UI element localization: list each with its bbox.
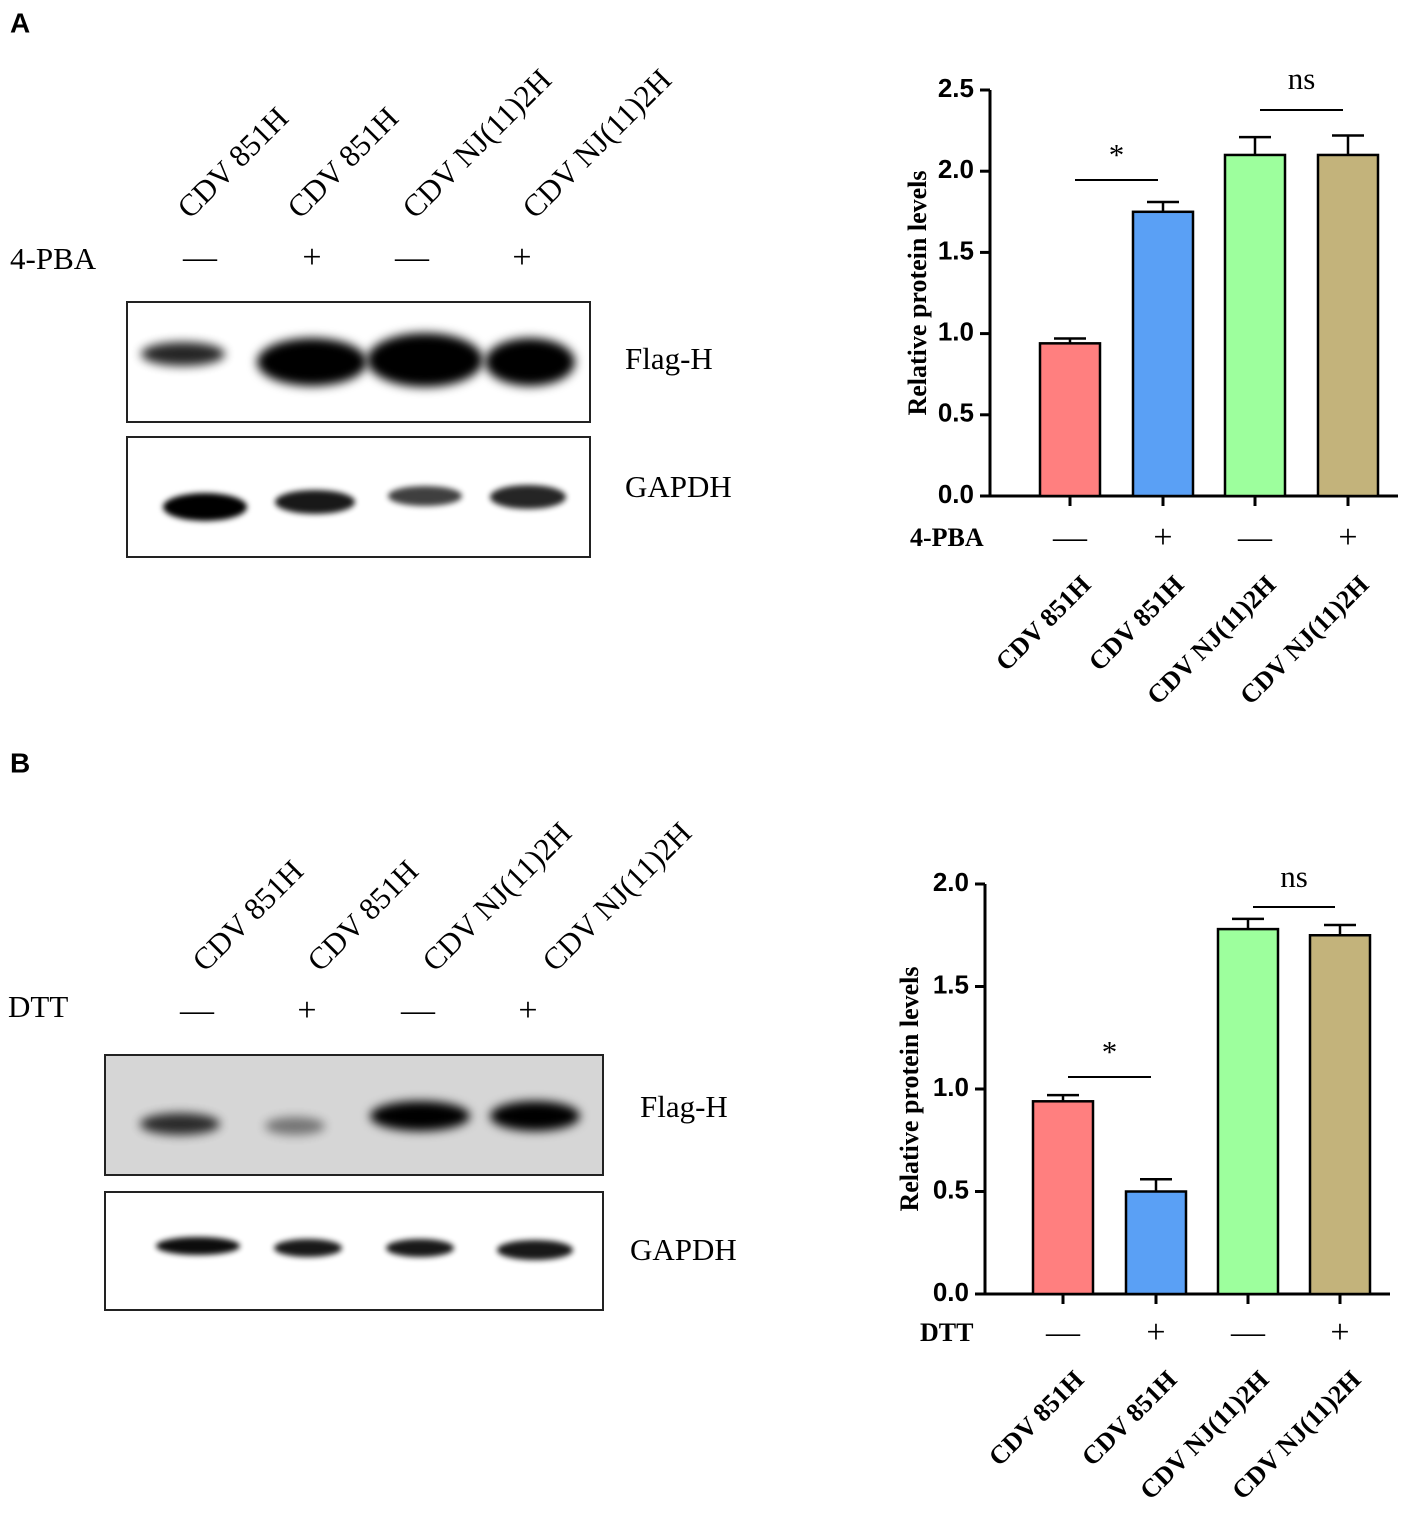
blot-layer [104, 301, 604, 1311]
blot-band [257, 338, 367, 386]
treatment-sign: + [1330, 1314, 1349, 1351]
bar [1131, 210, 1195, 498]
bar [1038, 342, 1102, 498]
treatment-label: 4-PBA [910, 523, 984, 552]
blot-band [367, 333, 483, 387]
bar [1316, 153, 1380, 498]
y-tick-label: 0.0 [938, 479, 974, 509]
treatment-sign: — [1237, 519, 1273, 556]
lane-label: CDV 851H [300, 853, 425, 978]
blot-band [490, 485, 566, 509]
blot-band [265, 1117, 325, 1135]
blot-band [490, 1101, 580, 1131]
blot-band [140, 1113, 220, 1135]
y-axis-label: Relative protein levels [895, 966, 924, 1211]
treatment-sign: — [1045, 1314, 1081, 1351]
treatment-sign: + [518, 992, 537, 1029]
blot-band [386, 1239, 454, 1257]
treatment-sign: + [1338, 519, 1357, 556]
treatment-label: DTT [8, 989, 68, 1024]
treatment-sign: — [400, 992, 436, 1029]
lane-label: CDV 851H [170, 100, 295, 225]
blot-band [156, 1237, 240, 1255]
y-tick-label: 0.5 [933, 1174, 969, 1204]
treatment-sign: + [1153, 519, 1172, 556]
y-tick-label: 1.5 [933, 969, 969, 999]
bar [1031, 1100, 1095, 1296]
blot-band [274, 1239, 342, 1257]
treatment-sign: — [182, 239, 218, 276]
bar [1308, 934, 1372, 1296]
blot-row-label: GAPDH [630, 1232, 737, 1267]
treatment-sign: — [394, 239, 430, 276]
bar [1223, 153, 1287, 498]
y-tick-label: 0.0 [933, 1277, 969, 1307]
blot-row-label: GAPDH [625, 469, 732, 504]
y-tick-label: 1.0 [938, 316, 974, 346]
treatment-sign: — [1230, 1314, 1266, 1351]
y-tick-label: 2.0 [938, 154, 974, 184]
blot-band [497, 1240, 573, 1260]
significance-label: * [1109, 137, 1125, 172]
significance-label: ns [1288, 61, 1316, 96]
bar [1124, 1190, 1188, 1296]
treatment-sign: + [302, 239, 321, 276]
lane-label: CDV 851H [185, 853, 310, 978]
blot-row-label: Flag-H [625, 341, 713, 376]
panel-label: B [10, 747, 30, 778]
blot-band [370, 1101, 470, 1131]
y-tick-label: 2.5 [938, 73, 974, 103]
y-tick-label: 2.0 [933, 867, 969, 897]
panel-label: A [10, 7, 30, 38]
bar [1216, 927, 1280, 1296]
blot-row-label: Flag-H [640, 1089, 728, 1124]
treatment-sign: + [512, 239, 531, 276]
treatment-sign: — [1052, 519, 1088, 556]
y-tick-label: 0.5 [938, 398, 974, 428]
blot-band [485, 338, 575, 386]
significance-label: * [1102, 1034, 1118, 1069]
lane-label: CDV 851H [280, 100, 405, 225]
blot-band [275, 490, 355, 514]
y-tick-label: 1.5 [938, 235, 974, 265]
y-tick-label: 1.0 [933, 1072, 969, 1102]
treatment-sign: + [1146, 1314, 1165, 1351]
y-axis-label: Relative protein levels [903, 170, 932, 415]
treatment-label: 4-PBA [10, 241, 97, 276]
treatment-sign: + [297, 992, 316, 1029]
x-tick-label: CDV 851H [983, 1365, 1089, 1471]
significance-label: ns [1280, 859, 1308, 894]
x-tick-label: CDV 851H [990, 570, 1096, 676]
treatment-label: DTT [920, 1318, 973, 1347]
treatment-sign: — [179, 992, 215, 1029]
blot-band [163, 493, 247, 521]
blot-band [141, 342, 225, 366]
blot-band [388, 486, 462, 506]
